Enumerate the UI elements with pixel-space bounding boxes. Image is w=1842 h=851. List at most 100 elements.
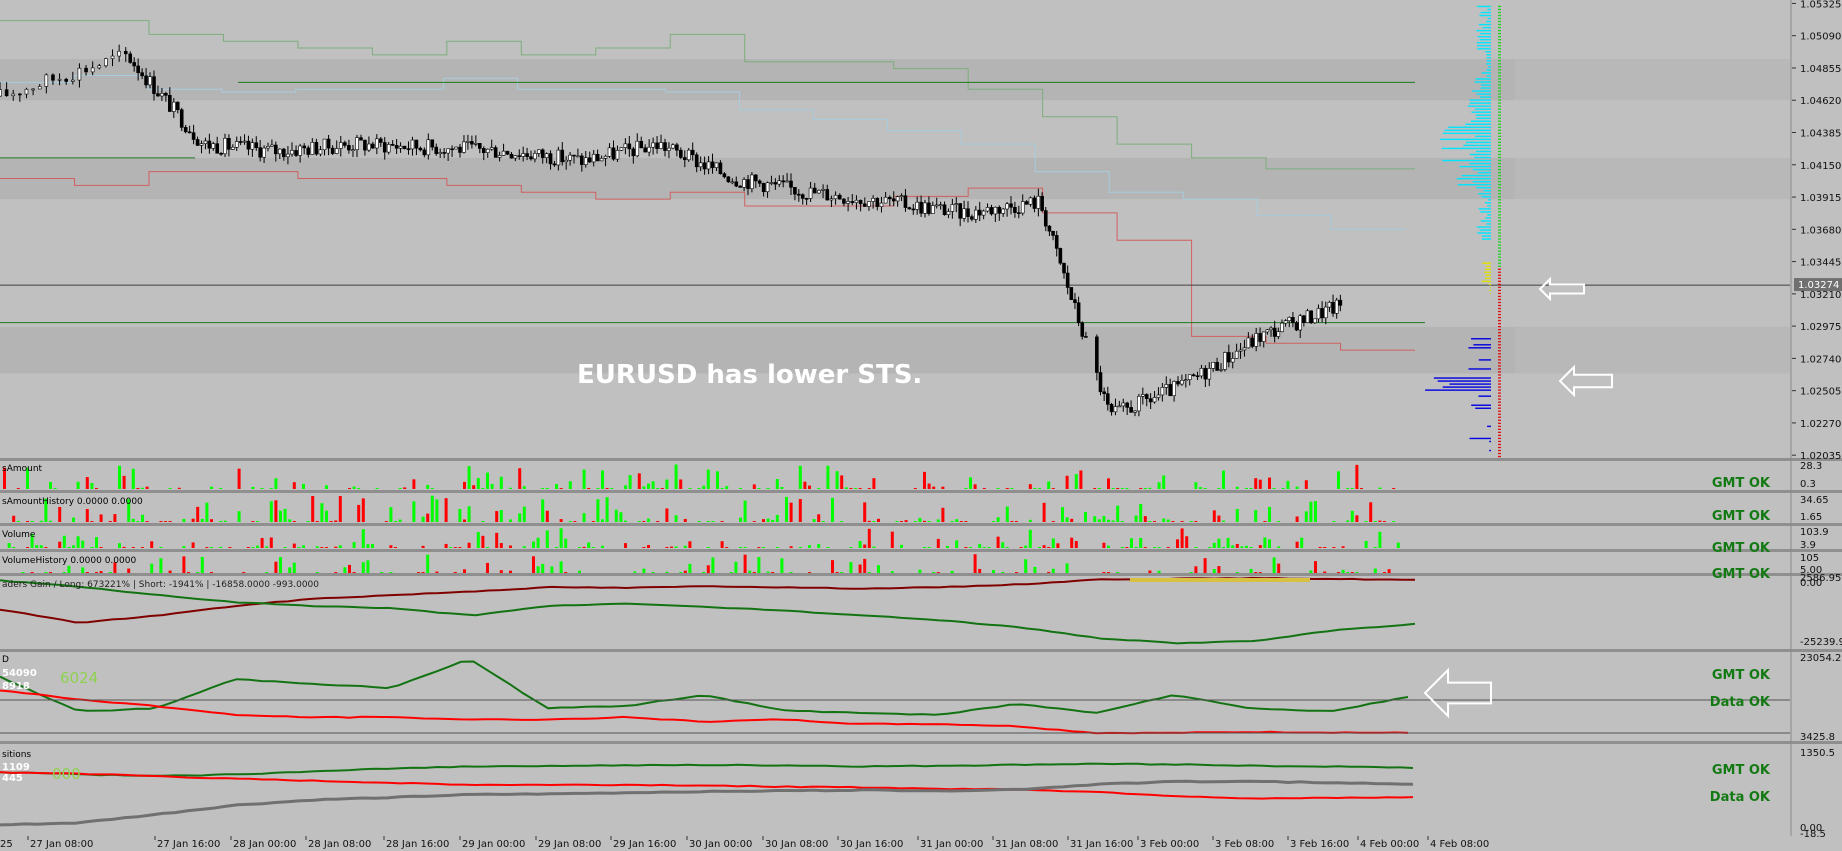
panel-positions-value: 445 [2, 773, 23, 784]
volume-history-bar [734, 561, 738, 573]
candle-body [1109, 404, 1114, 413]
profile-bar [1484, 277, 1491, 280]
candle-body [1298, 315, 1303, 331]
volume-bar [256, 545, 259, 548]
amount-history-bar [789, 502, 793, 522]
amount-bar [647, 483, 650, 489]
candle-body [454, 146, 458, 150]
candle-body [777, 180, 782, 185]
profile-dot [1498, 23, 1501, 26]
amount-bar [260, 488, 264, 489]
volume-bar [1028, 529, 1032, 548]
panel-title-amount: sAmount [2, 464, 43, 474]
candle-body [406, 148, 411, 150]
volume-bar [159, 547, 163, 548]
profile-bar [1480, 84, 1491, 86]
candle-body [258, 147, 262, 158]
profile-dot [1498, 214, 1501, 216]
amount-bar [706, 469, 710, 489]
amount-bar [269, 488, 273, 489]
amount-bar [1337, 471, 1340, 489]
volume-bar [315, 546, 319, 548]
profile-bar [1474, 81, 1491, 83]
amount-history-bar [288, 519, 292, 522]
volume-history-bar [1249, 568, 1253, 573]
candle-body [117, 50, 121, 57]
volume-history-bar [1350, 572, 1354, 573]
candle-body [152, 76, 156, 94]
profile-bar [1479, 14, 1491, 17]
volume-history-bar [1107, 572, 1110, 573]
candle-body [1036, 195, 1041, 209]
profile-bar [1475, 135, 1491, 138]
profile-dot [1498, 223, 1501, 225]
volume-history-bar [1212, 569, 1216, 573]
candle-body [517, 155, 522, 157]
profile-dot [1498, 292, 1501, 295]
volume-history-bar [242, 572, 246, 573]
status-text: Data OK [1710, 695, 1771, 710]
profile-dot [1498, 81, 1501, 83]
amount-history-bar [306, 521, 310, 522]
volume-bar [1323, 547, 1327, 548]
profile-dot [1498, 259, 1501, 261]
amount-history-bar [223, 520, 227, 522]
amount-history-bar [665, 508, 669, 522]
candle-body [1305, 310, 1310, 323]
profile-bar [1487, 214, 1491, 216]
amount-bar [555, 484, 558, 489]
profile-bar [1477, 232, 1491, 234]
amount-bar [803, 481, 807, 489]
candle-body [215, 143, 219, 154]
candle-body [954, 203, 959, 205]
profile-bar [1490, 286, 1491, 289]
volume-history-bar [1383, 572, 1386, 573]
panel-scale-label: 0.3 [1800, 479, 1816, 490]
candle-body [474, 143, 478, 145]
profile-bar [1476, 117, 1491, 119]
amount-bar [1028, 484, 1032, 489]
volume-history-bar [1194, 566, 1198, 573]
candle-body [110, 55, 115, 59]
candle-body [1172, 381, 1176, 397]
candle-body [485, 148, 490, 153]
profile-bar [1475, 407, 1491, 409]
amount-history-bar [950, 521, 954, 522]
profile-bar [1463, 144, 1491, 147]
candle-body [572, 154, 576, 157]
volume-history-bar [1272, 557, 1276, 573]
volume-history-bar [642, 568, 646, 573]
candle-body [1327, 301, 1332, 308]
candle-body [418, 147, 423, 151]
volume-history-bar [435, 571, 439, 573]
panel-title-positions: sitions [2, 750, 31, 760]
amount-bar [587, 488, 591, 489]
amount-bar [766, 488, 770, 489]
volume-history-bar [743, 554, 747, 573]
profile-dot [1498, 401, 1501, 403]
volume-bar [499, 542, 503, 548]
profile-bar [1488, 283, 1491, 286]
panel-scale-label: 5.00 [1800, 565, 1822, 576]
amount-bar [941, 486, 945, 489]
candle-body [1133, 410, 1137, 413]
candle-body [509, 153, 514, 159]
profile-dot [1498, 54, 1501, 56]
candle-body [223, 137, 227, 155]
panel-separator [0, 549, 1842, 552]
candle-body [789, 180, 793, 188]
amount-history-bar [12, 515, 16, 522]
candle-body [386, 144, 391, 153]
amount-history-bar [1107, 519, 1110, 522]
amount-history-bar [58, 506, 62, 522]
profile-dot [1498, 380, 1501, 382]
profile-dot [1498, 229, 1501, 231]
volume-history-bar [766, 571, 770, 573]
profile-dot [1498, 147, 1501, 150]
candle-body [1291, 317, 1295, 324]
volume-history-bar [426, 554, 430, 573]
candle-body [854, 199, 859, 203]
amount-bar [1038, 488, 1041, 489]
